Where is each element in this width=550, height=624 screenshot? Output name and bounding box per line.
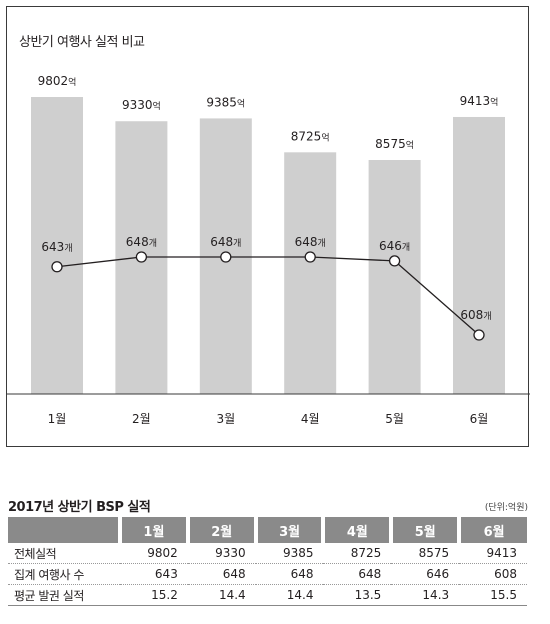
- bsp-table: 1월 2월 3월 4월 5월 6월 전체실적 9802 9330 9385 87…: [8, 517, 527, 606]
- x-tick-label: 1월: [48, 412, 67, 426]
- chart-panel: 상반기 여행사 실적 비교 9802억 9330억 9385억 8725억 8575억 9…: [6, 6, 530, 447]
- bar-value-label: 8575억: [375, 137, 414, 151]
- table-cell: 9413: [459, 543, 527, 564]
- table-cell: 15.2: [120, 584, 188, 606]
- line-point: [135, 251, 148, 263]
- table-corner: [8, 517, 120, 543]
- table-cell: 14.3: [391, 584, 460, 606]
- table-cell: 14.4: [187, 584, 256, 606]
- unit-note: (단위:억원): [484, 503, 528, 513]
- line-value-label: 646개: [379, 239, 410, 253]
- x-tick-label: 3월: [216, 412, 235, 426]
- table-cell: 9802: [120, 543, 188, 564]
- row-label: 집계 여행사 수: [8, 563, 120, 585]
- x-tick-label: 4월: [301, 412, 320, 426]
- bar: [31, 97, 83, 394]
- chart-title: 상반기 여행사 실적 비교: [19, 35, 145, 50]
- table-row: 평균 발권 실적 15.2 14.4 14.4 13.5 14.3 15.5: [8, 584, 527, 606]
- line-point: [473, 329, 485, 341]
- table-cell: 14.4: [255, 584, 324, 606]
- bar: [284, 152, 337, 394]
- line-value-label: 648개: [210, 235, 241, 249]
- series-line: [56, 256, 480, 336]
- line-value-label: 608개: [460, 308, 491, 322]
- bar: [368, 160, 421, 394]
- table-cell: 8575: [391, 543, 460, 564]
- row-label: 전체실적: [8, 543, 120, 564]
- table-header-cell: 5월: [389, 517, 460, 543]
- table-cell: 648: [255, 563, 324, 585]
- table-cell: 608: [459, 563, 527, 585]
- x-tick-label: 6월: [470, 412, 489, 426]
- table-row: 전체실적 9802 9330 9385 8725 8575 9413: [8, 543, 527, 564]
- bar-value-label: 9413억: [460, 94, 499, 108]
- bar: [453, 116, 505, 394]
- line-point: [220, 251, 232, 263]
- bar-value-label: 9802억: [38, 74, 77, 88]
- line-value-label: 648개: [126, 235, 157, 249]
- row-label: 평균 발권 실적: [8, 584, 120, 606]
- table-cell: 13.5: [323, 584, 392, 606]
- line-point: [388, 255, 401, 267]
- table-row: 집계 여행사 수 643 648 648 648 646 608: [8, 563, 527, 585]
- table-cell: 9385: [255, 543, 324, 564]
- table-cell: 648: [323, 563, 392, 585]
- table-cell: 9330: [187, 543, 256, 564]
- bar-value-label: 9385억: [206, 95, 245, 109]
- table-cell: 648: [187, 563, 256, 585]
- table-header-cell: 1월: [118, 517, 188, 543]
- line-value-label: 643개: [41, 240, 72, 254]
- bar-value-label: 9330억: [122, 98, 161, 112]
- line-point: [51, 261, 63, 273]
- table-cell: 8725: [323, 543, 392, 564]
- line-point: [304, 251, 316, 263]
- table-title: 2017년 상반기 BSP 실적: [8, 500, 151, 515]
- x-tick-label: 2월: [132, 412, 151, 426]
- chart-plot: 9802억 9330억 9385억 8725억 8575억 9413억 1월 2월 3월 4월 5월…: [7, 74, 530, 426]
- table-header-cell: 4월: [321, 517, 392, 543]
- table-cell: 646: [391, 563, 460, 585]
- table-header-cell: 6월: [457, 517, 527, 543]
- line-value-label: 648개: [295, 235, 326, 249]
- table-header-row: 1월 2월 3월 4월 5월 6월: [8, 517, 527, 543]
- bar-value-label: 8725억: [291, 129, 330, 143]
- x-tick-label: 5월: [385, 412, 404, 426]
- table-header-cell: 3월: [253, 517, 324, 543]
- table-cell: 643: [120, 563, 188, 585]
- table-header-cell: 2월: [185, 517, 256, 543]
- table-cell: 15.5: [459, 584, 527, 606]
